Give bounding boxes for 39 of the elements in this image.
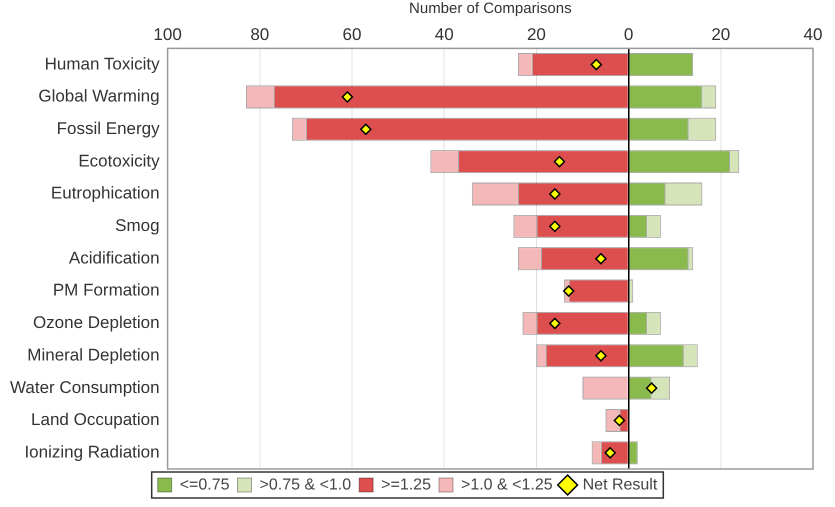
y-tick-label: Acidification — [68, 248, 160, 268]
point — [549, 220, 561, 232]
x-tick-label: 20 — [526, 24, 546, 44]
x-tick-label: 80 — [250, 24, 270, 44]
point — [554, 156, 566, 168]
y-tick-label: Smog — [115, 216, 160, 236]
y-tick-label: PM Formation — [52, 280, 160, 300]
x-axis-title: Number of Comparisons — [409, 0, 572, 18]
y-tick-label: Eutrophication — [50, 184, 160, 203]
y-tick-label: Ozone Depletion — [32, 313, 160, 332]
point — [562, 285, 574, 297]
point — [590, 58, 602, 70]
x-tick-label: 100 — [153, 24, 182, 44]
x-tick-label: 20 — [711, 24, 730, 44]
legend-label: Net Result — [582, 476, 658, 494]
y-tick-label: Global Warming — [38, 86, 160, 106]
y-tick-label: Water Consumption — [10, 378, 160, 397]
point — [595, 350, 607, 362]
point — [646, 382, 658, 394]
y-tick-label: Ecotoxicity — [78, 151, 160, 170]
x-tick-label: 0 — [624, 24, 634, 44]
point — [614, 414, 626, 426]
y-tick-label: Ionizing Radiation — [24, 442, 160, 462]
point — [549, 318, 561, 330]
y-tick-label: Land Occupation — [31, 410, 160, 430]
point — [342, 91, 354, 103]
y-tick-label: Mineral Depletion — [27, 345, 160, 364]
x-tick-label: 60 — [342, 24, 362, 44]
point — [360, 124, 372, 136]
y-tick-label: Fossil Energy — [56, 118, 160, 138]
y-tick-label: Human Toxicity — [44, 54, 160, 74]
point — [595, 252, 607, 264]
x-tick-label: 40 — [804, 24, 822, 44]
point — [549, 188, 561, 200]
legend-label: >0.75 & <1.0 — [260, 476, 352, 494]
legend-label: >1.0 & <1.25 — [460, 476, 553, 494]
x-tick-label: 40 — [434, 24, 454, 44]
legend-label: >=1.25 — [381, 476, 432, 494]
legend-label: <=0.75 — [180, 476, 230, 494]
